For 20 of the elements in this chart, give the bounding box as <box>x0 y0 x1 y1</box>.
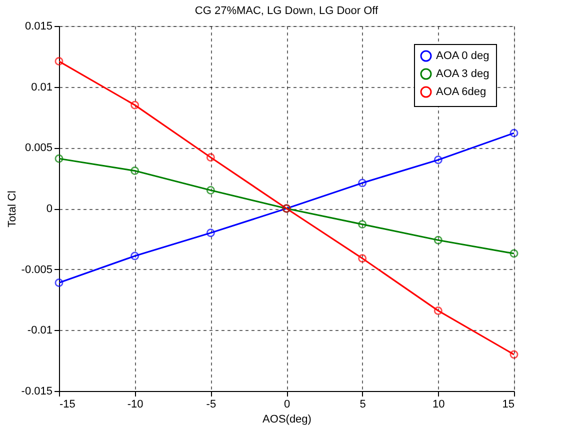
x-tick-label: -15 <box>60 398 76 410</box>
legend-label: AOA 6deg <box>436 86 486 98</box>
legend-label: AOA 0 deg <box>436 50 490 62</box>
y-tick-label: 0.01 <box>31 81 52 94</box>
y-tick-label: 0.015 <box>24 20 52 32</box>
x-tick-label: 0 <box>284 398 290 410</box>
chart-title: CG 27%MAC, LG Down, LG Door Off <box>194 5 380 17</box>
legend-label: AOA 3 deg <box>436 68 490 80</box>
y-tick-label: 0 <box>46 203 52 215</box>
x-tick-label: -5 <box>206 398 216 410</box>
y-axis-title: Total Cl <box>6 190 18 228</box>
x-axis-title: AOS(deg) <box>262 414 312 426</box>
x-tick-label: 15 <box>502 398 514 410</box>
y-tick-label: 0.005 <box>24 142 52 154</box>
y-tick-label: -0.005 <box>21 264 52 276</box>
x-tick-label: -10 <box>127 398 144 410</box>
y-tick-label: -0.015 <box>21 386 52 398</box>
x-tick-label: 5 <box>360 398 366 410</box>
y-tick-label: -0.01 <box>27 324 52 337</box>
x-tick-label: 10 <box>432 398 445 410</box>
